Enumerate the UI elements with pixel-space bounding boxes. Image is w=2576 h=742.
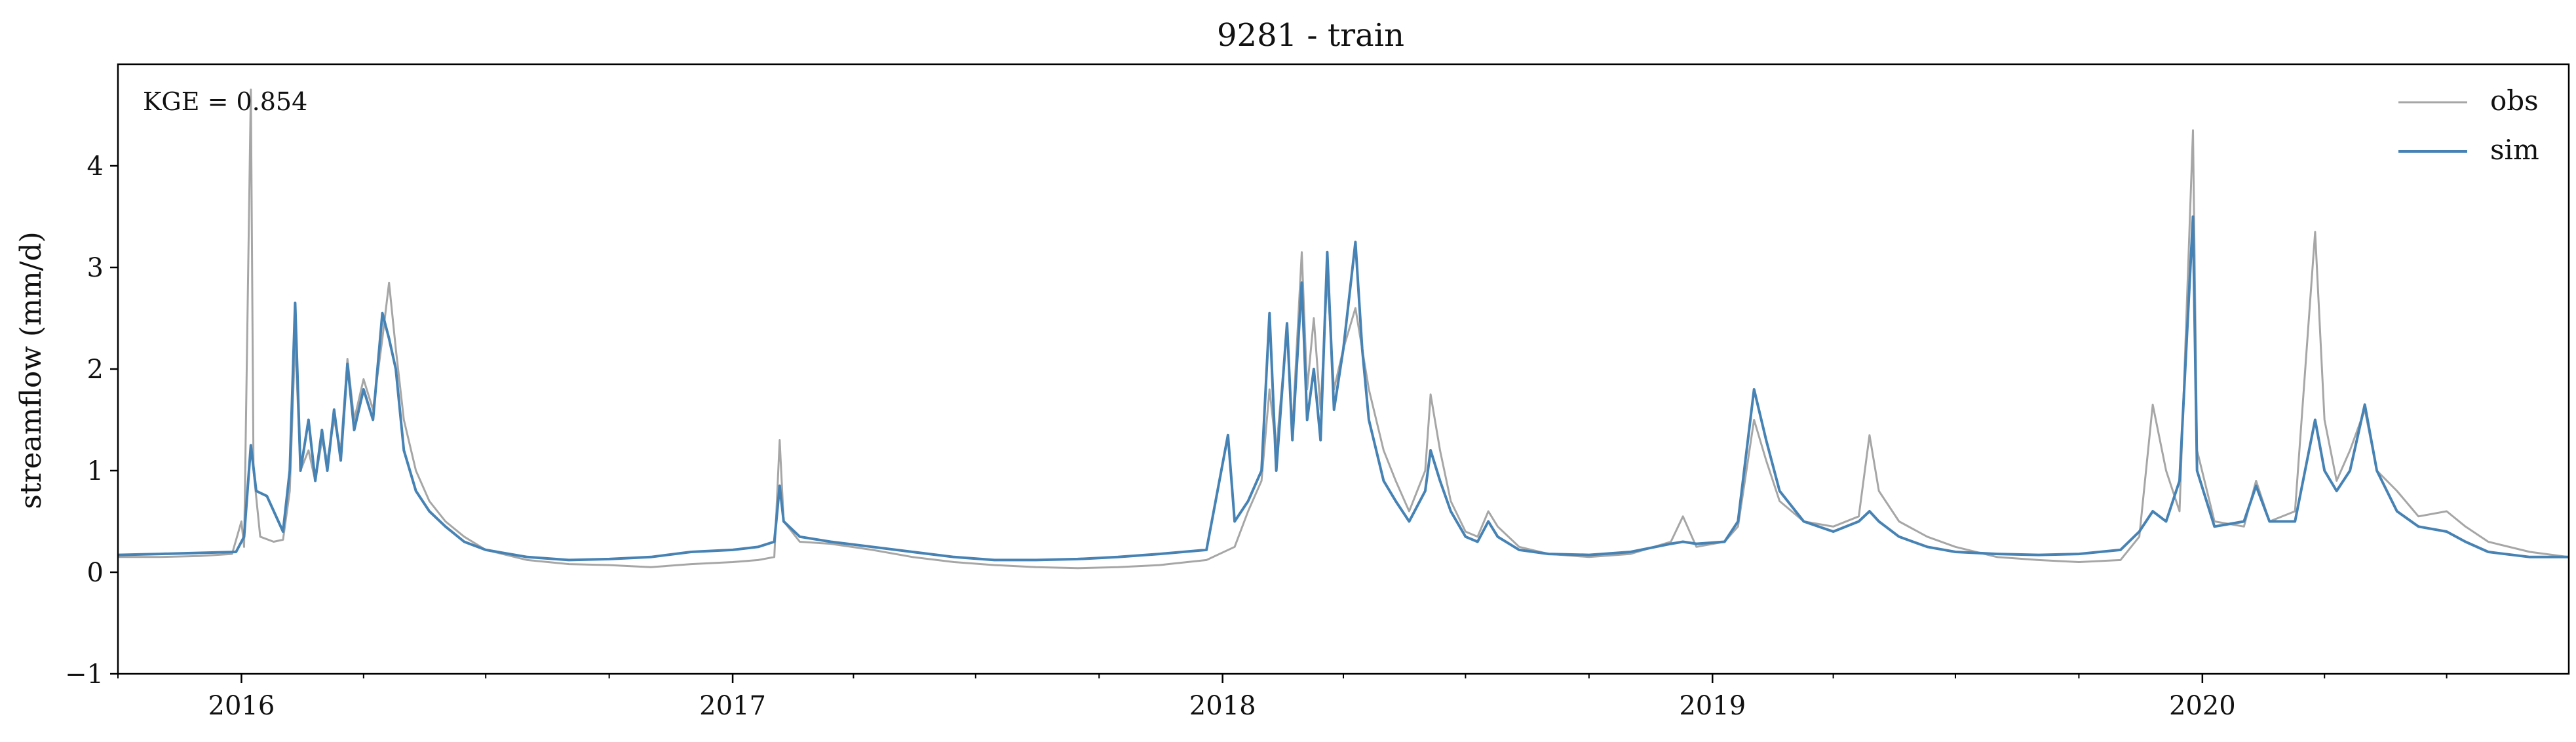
y-tick-label: 1 xyxy=(87,456,104,486)
legend-label-sim: sim xyxy=(2490,134,2539,166)
kge-annotation: KGE = 0.854 xyxy=(143,87,307,116)
legend-label-obs: obs xyxy=(2490,85,2539,117)
x-tick-label: 2019 xyxy=(1679,691,1746,721)
y-tick-label: 2 xyxy=(87,355,104,385)
series-line-sim xyxy=(117,215,2569,562)
y-tick-label: 3 xyxy=(87,253,104,283)
chart-title: 9281 - train xyxy=(1217,17,1404,54)
x-tick-label: 2017 xyxy=(699,691,766,721)
y-axis-label: streamflow (mm/d) xyxy=(14,231,48,509)
series-line-obs xyxy=(118,88,2569,570)
x-tick-label: 2016 xyxy=(208,691,275,721)
y-tick-label: −1 xyxy=(65,659,104,690)
y-tick-label: 4 xyxy=(87,151,104,182)
y-tick-label: 0 xyxy=(87,558,104,588)
y-axis-ticks: −1 0 1 2 3 4 xyxy=(65,151,118,690)
x-tick-label: 2020 xyxy=(2169,691,2236,721)
x-axis-ticks: 2016 2017 2018 2019 2020 xyxy=(117,674,2448,721)
plot-frame xyxy=(117,63,2570,675)
x-tick-label: 2018 xyxy=(1189,691,1256,721)
legend: obs sim xyxy=(2398,85,2539,166)
plot-area xyxy=(117,88,2569,570)
